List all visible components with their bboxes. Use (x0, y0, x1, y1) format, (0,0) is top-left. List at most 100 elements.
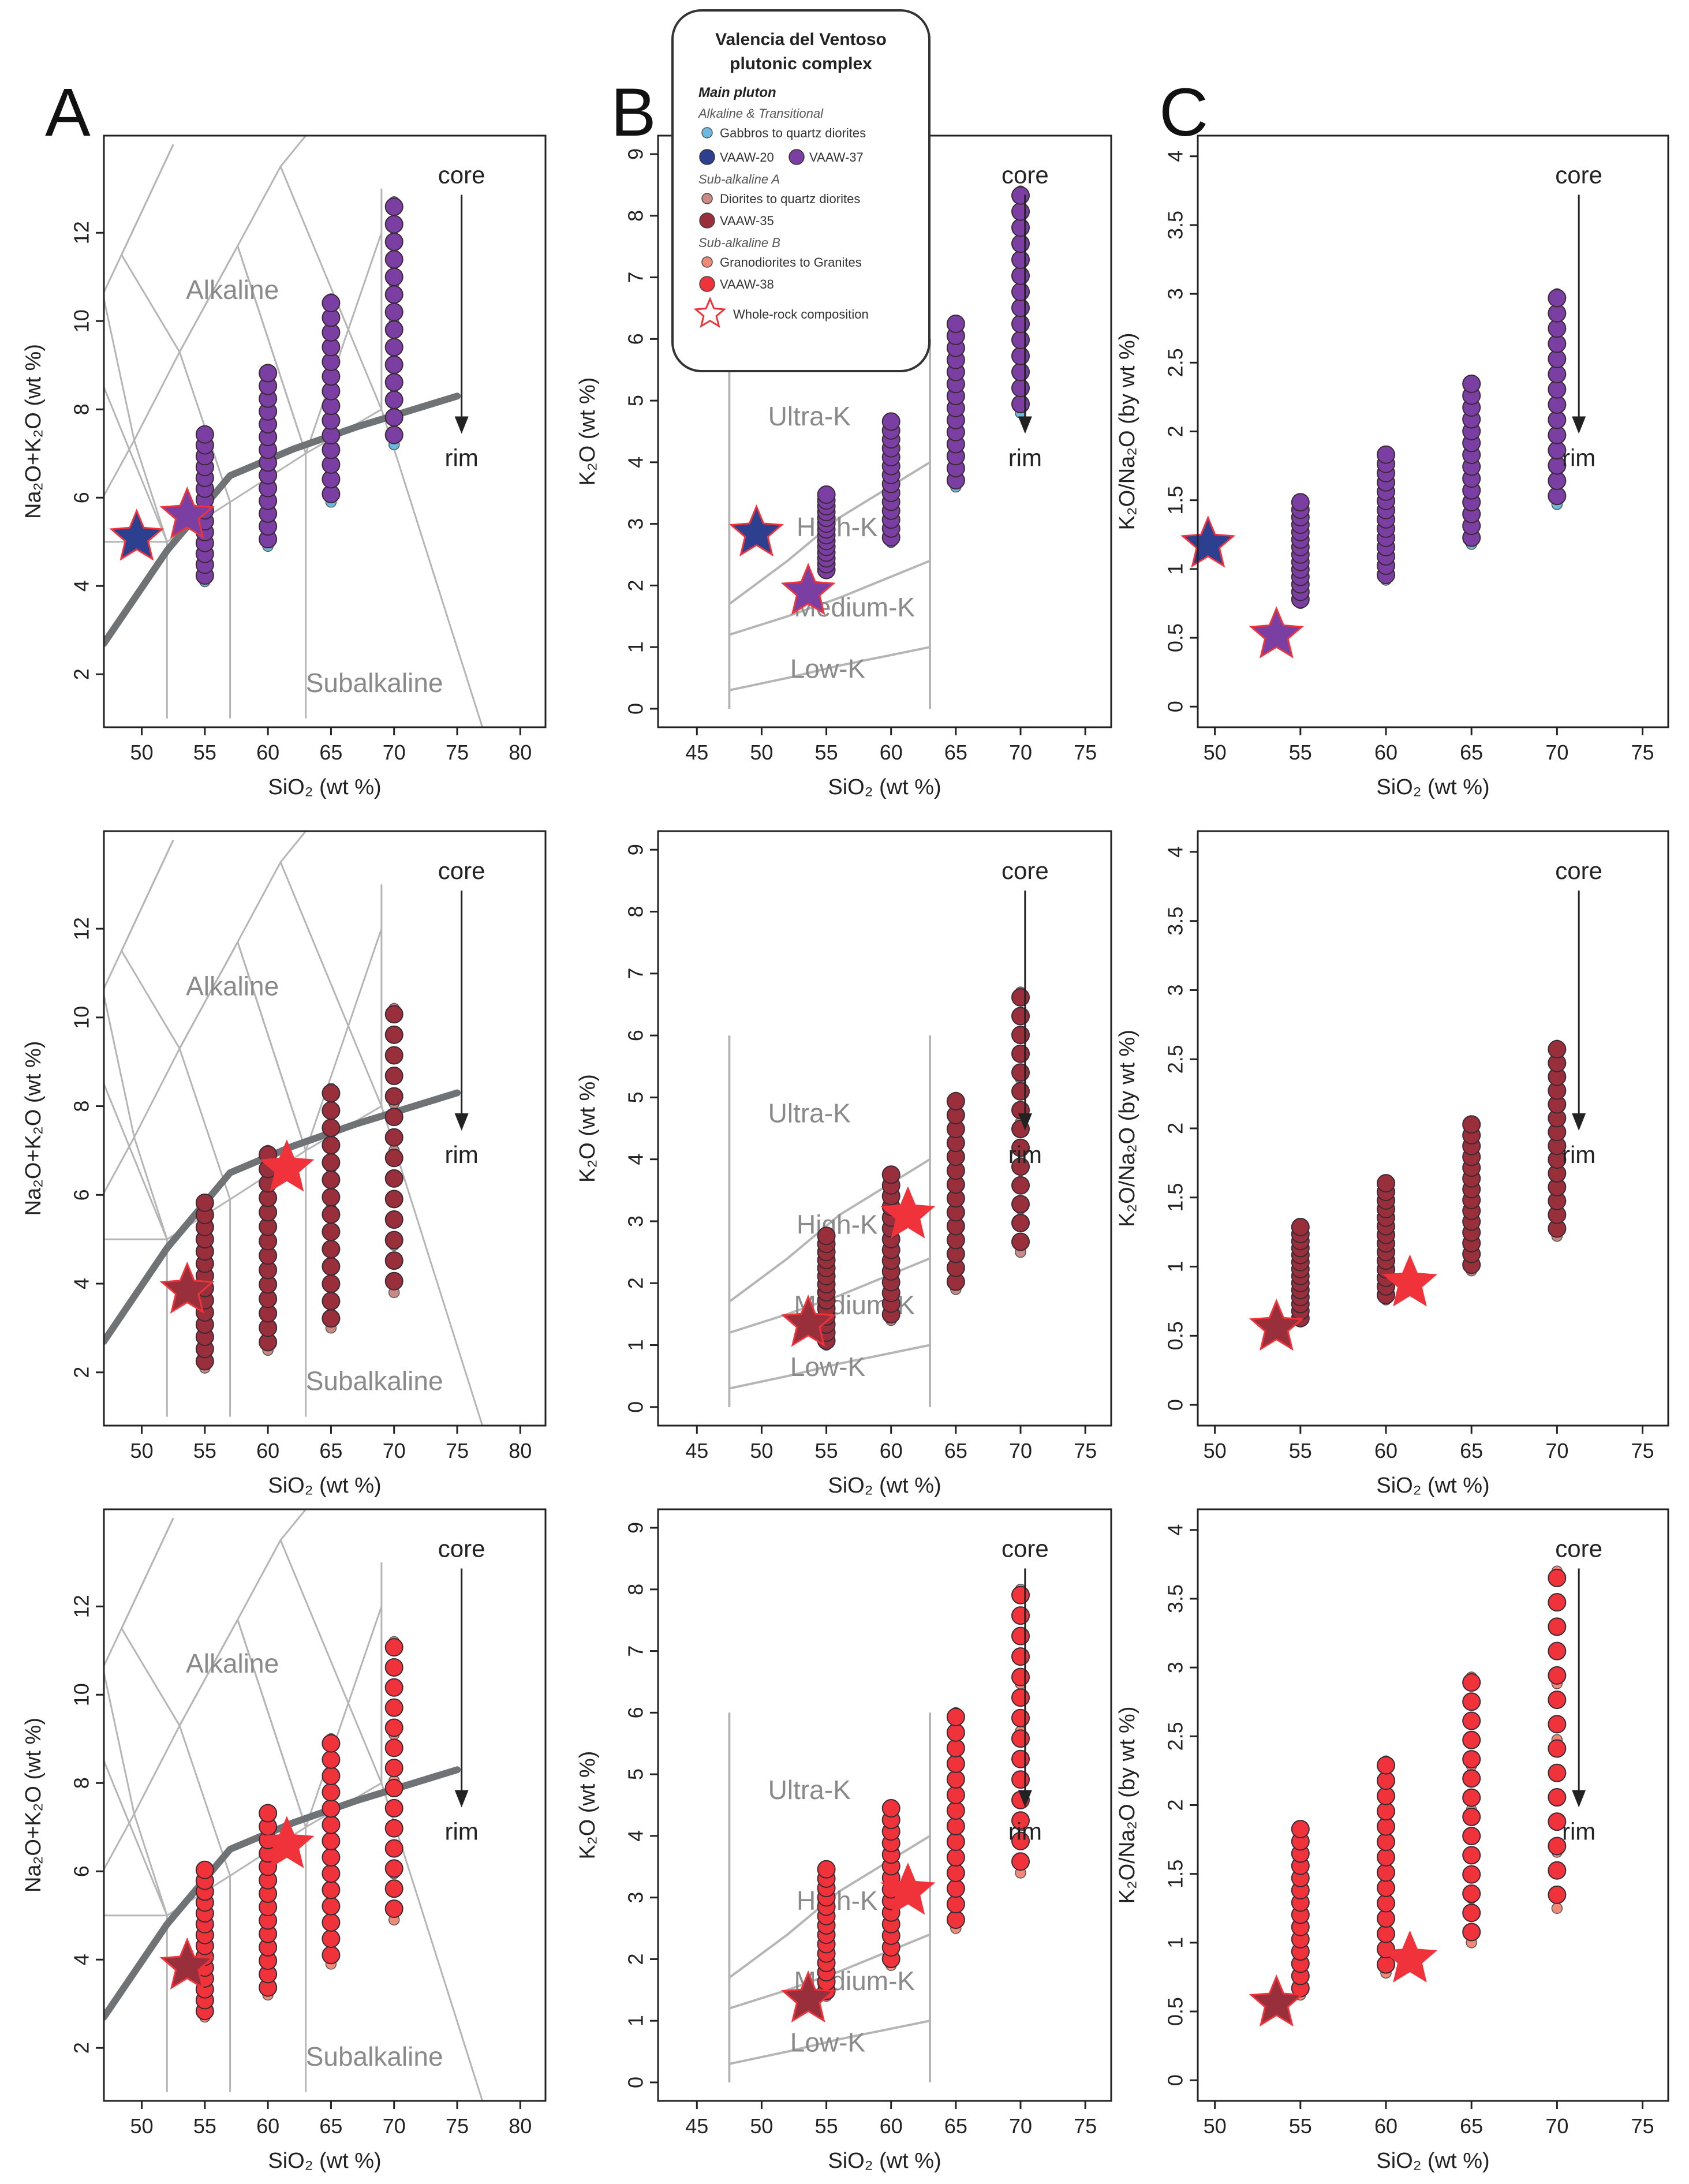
y-axis-label: Na₂O+K₂O (wt %) (21, 1718, 46, 1893)
x-tick-label: 75 (446, 741, 469, 764)
data-point-large (195, 1860, 214, 1879)
data-point-large (946, 1910, 965, 1929)
y-tick-label: 9 (624, 1522, 648, 1534)
data-point-large (384, 320, 403, 339)
data-point-large (384, 232, 403, 251)
y-tick-label: 6 (624, 333, 648, 345)
rim-label: rim (444, 444, 478, 472)
y-tick-label: 3.5 (1164, 211, 1187, 240)
data-point-large (1011, 1852, 1030, 1871)
data-point-large (322, 1750, 341, 1769)
core-label: core (1555, 857, 1602, 884)
data-point-large (384, 1128, 403, 1147)
x-axis-label: SiO₂ (wt %) (1376, 1474, 1489, 1498)
y-tick-label: 12 (70, 221, 94, 244)
data-point-large (384, 1169, 403, 1188)
y-tick-label: 2 (624, 579, 648, 591)
x-tick-label: 50 (750, 1439, 773, 1463)
core-label: core (1002, 162, 1049, 189)
plot-frame (103, 134, 547, 728)
data-point-large (1548, 1812, 1567, 1831)
x-tick-label: 65 (1460, 741, 1483, 764)
data-point-large (946, 1770, 965, 1789)
y-tick-label: 8 (70, 1101, 94, 1112)
region-label: Subalkaline (306, 1366, 443, 1396)
plot-A2: Alkaline Subalkaline core rim 50 55 60 65 70 75 80… (21, 830, 547, 1498)
plot-area-B1 (728, 339, 931, 709)
data-point-large (1011, 1195, 1030, 1214)
whole-rock-star (159, 1261, 215, 1314)
whole-rock-star (780, 1970, 836, 2023)
data-point-large (1011, 1626, 1030, 1646)
y-tick-label: 2 (624, 1953, 648, 1965)
y-tick-label: 6 (624, 1707, 648, 1718)
arrow-head (1572, 1113, 1586, 1131)
data-point-large (1548, 1763, 1567, 1782)
data-point-large (881, 1165, 900, 1184)
x-tick-label: 60 (256, 2114, 279, 2138)
y-tick-label: 0 (624, 703, 648, 715)
x-axis-label: SiO₂ (wt %) (1376, 2149, 1489, 2173)
x-tick-label: 70 (1545, 1439, 1568, 1463)
x-tick-label: 50 (1204, 1439, 1227, 1463)
x-tick-label: 50 (130, 2114, 154, 2138)
x-tick-label: 65 (944, 2114, 967, 2138)
x-tick-label: 75 (1074, 741, 1097, 764)
data-point-large (322, 1240, 341, 1259)
data-point-large (1462, 1807, 1481, 1826)
data-point-large (384, 1271, 403, 1291)
data-point-large (1011, 362, 1030, 382)
data-point-large (946, 315, 965, 334)
data-point-large (817, 1860, 836, 1879)
data-point-large (946, 1832, 965, 1851)
y-tick-label: 2.5 (1164, 1045, 1187, 1074)
data-point-large (1377, 1817, 1395, 1836)
x-tick-label: 80 (509, 741, 532, 764)
plot-A3: Alkaline Subalkaline core rim 50 55 60 65 70 75 80… (21, 1508, 547, 2173)
x-axis-label: SiO₂ (wt %) (828, 2149, 941, 2173)
y-tick-label: 8 (70, 1777, 94, 1789)
plot-frame (103, 830, 547, 1427)
data-point-large (322, 1913, 341, 1932)
data-point-large (384, 1067, 403, 1086)
y-tick-label: 6 (70, 1865, 94, 1877)
y-tick-label: 1 (1164, 1937, 1187, 1949)
data-point-large (1011, 1708, 1030, 1727)
data-point-large (1011, 1044, 1030, 1063)
whole-rock-star (780, 1295, 836, 1347)
data-point-large (1377, 1833, 1395, 1852)
plot-area-B2 (728, 1035, 931, 1407)
data-point-large (322, 294, 341, 313)
y-axis-label: K₂O/Na₂O (by wt %) (1115, 1707, 1139, 1904)
data-point-large (384, 1779, 403, 1798)
data-point-large (1377, 1924, 1395, 1943)
data-point-large (384, 1190, 403, 1209)
data-point-large (322, 1153, 341, 1172)
data-point-large (384, 1879, 403, 1898)
data-point-large (195, 1193, 214, 1212)
data-point-large (1462, 1788, 1481, 1807)
legend-label: VAAW-37 (809, 150, 864, 164)
y-tick-label: 1 (1164, 563, 1187, 575)
data-point-large (384, 1251, 403, 1270)
data-point-large (946, 1816, 965, 1835)
data-point-large (946, 1723, 965, 1742)
x-tick-label: 55 (193, 2114, 216, 2138)
data-point-large (1011, 298, 1030, 317)
x-tick-label: 75 (1074, 2114, 1097, 2138)
whole-rock-star (109, 508, 165, 561)
classification-line (121, 1619, 239, 1727)
classification-line (104, 1760, 168, 1916)
core-label: core (1555, 1535, 1602, 1562)
legend-subheading: Sub-alkaline A (698, 172, 780, 186)
y-tick-label: 2 (624, 1277, 648, 1289)
arrow-head (454, 1113, 469, 1131)
data-point-large (1011, 218, 1030, 237)
y-tick-label: 1 (624, 641, 648, 653)
data-point-large (881, 1799, 900, 1818)
y-tick-label: 10 (70, 309, 94, 332)
data-point-large (322, 1734, 341, 1753)
y-tick-label: 7 (624, 272, 648, 283)
